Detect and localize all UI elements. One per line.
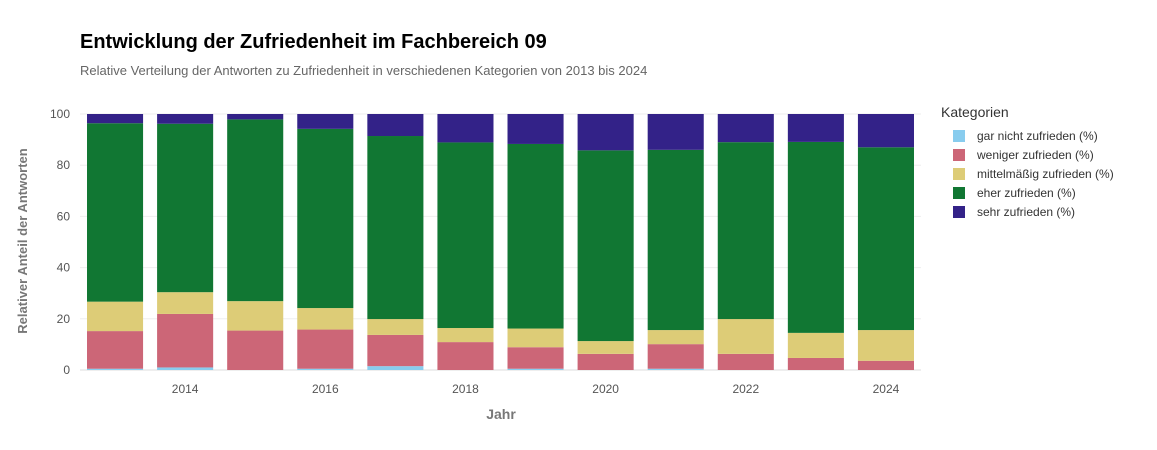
bar-segment[interactable]	[577, 353, 634, 370]
legend-label: gar nicht zufrieden (%)	[977, 128, 1098, 143]
bar-segment[interactable]	[647, 368, 704, 370]
bar-segment[interactable]	[857, 330, 914, 361]
legend-item[interactable]: sehr zufrieden (%)	[941, 202, 1114, 221]
bar-segment[interactable]	[367, 334, 424, 367]
bar-segment[interactable]	[87, 331, 144, 369]
bar-segment[interactable]	[87, 301, 144, 332]
bar-segment[interactable]	[857, 147, 914, 331]
x-tick-label: 2014	[172, 382, 199, 396]
y-tick-label: 20	[57, 312, 71, 326]
bar-segment[interactable]	[787, 114, 844, 142]
x-axis-label: Jahr	[486, 406, 516, 422]
bar-segment[interactable]	[647, 344, 704, 369]
bar-segment[interactable]	[367, 366, 424, 370]
y-tick-label: 40	[57, 261, 71, 275]
bar-segment[interactable]	[157, 313, 214, 368]
bar-segment[interactable]	[717, 114, 774, 143]
axes: 0 20 40 60 80 100 2014 2016 2018 2020 2022 2024	[50, 107, 900, 396]
bar-segment[interactable]	[157, 114, 214, 124]
bar-segment[interactable]	[87, 114, 144, 124]
legend-swatch	[953, 148, 965, 161]
bar-segment[interactable]	[647, 149, 704, 331]
bars	[87, 114, 914, 370]
legend: Kategorien gar nicht zufrieden (%) wenige…	[941, 104, 1114, 221]
x-tick-label: 2020	[592, 382, 619, 396]
bar-segment[interactable]	[297, 128, 354, 309]
bar-segment[interactable]	[367, 319, 424, 335]
bar-segment[interactable]	[717, 319, 774, 354]
legend-title: Kategorien	[941, 104, 1009, 120]
legend-items: gar nicht zufrieden (%) weniger zufrieden…	[941, 126, 1114, 221]
x-tick-label: 2018	[452, 382, 479, 396]
legend-item[interactable]: gar nicht zufrieden (%)	[941, 126, 1114, 145]
bar-segment[interactable]	[857, 360, 914, 370]
bar-segment[interactable]	[367, 114, 424, 137]
chart-title: Entwicklung der Zufriedenheit im Fachber…	[80, 31, 547, 53]
bar-segment[interactable]	[577, 341, 634, 354]
y-axis-label: Relativer Anteil der Antworten	[15, 148, 30, 333]
bar-segment[interactable]	[227, 119, 284, 302]
bar-segment[interactable]	[437, 114, 494, 143]
y-tick-label: 60	[57, 209, 71, 223]
legend-item[interactable]: weniger zufrieden (%)	[941, 145, 1114, 164]
y-tick-label: 0	[63, 363, 70, 377]
bar-segment[interactable]	[857, 114, 914, 148]
bar-segment[interactable]	[507, 114, 564, 144]
bar-segment[interactable]	[227, 114, 284, 120]
bar-segment[interactable]	[297, 329, 354, 369]
legend-swatch	[953, 167, 965, 180]
bar-segment[interactable]	[577, 150, 634, 342]
y-tick-label: 80	[57, 158, 71, 172]
bar-segment[interactable]	[507, 347, 564, 369]
stacked-bar-chart: 0 20 40 60 80 100 2014 2016 2018 2020 2022 2024 Jah…	[15, 107, 921, 422]
legend-label: eher zufrieden (%)	[977, 185, 1076, 200]
legend-swatch	[953, 129, 965, 142]
bar-segment[interactable]	[297, 308, 354, 330]
bar-segment[interactable]	[787, 357, 844, 370]
bar-segment[interactable]	[507, 328, 564, 348]
bar-segment[interactable]	[577, 114, 634, 151]
legend-item[interactable]: eher zufrieden (%)	[941, 183, 1114, 202]
legend-label: mittelmäßig zufrieden (%)	[977, 166, 1114, 181]
bar-segment[interactable]	[297, 114, 354, 129]
legend-item[interactable]: mittelmäßig zufrieden (%)	[941, 164, 1114, 183]
bar-segment[interactable]	[227, 301, 284, 331]
bar-segment[interactable]	[157, 367, 214, 370]
gridlines	[80, 113, 921, 371]
bar-segment[interactable]	[437, 342, 494, 370]
x-tick-label: 2024	[873, 382, 900, 396]
bar-segment[interactable]	[367, 136, 424, 320]
bar-segment[interactable]	[87, 368, 144, 370]
bar-segment[interactable]	[157, 123, 214, 293]
bar-segment[interactable]	[87, 123, 144, 302]
bar-segment[interactable]	[437, 142, 494, 329]
bar-segment[interactable]	[647, 330, 704, 345]
y-tick-label: 100	[50, 107, 70, 121]
bar-segment[interactable]	[157, 292, 214, 314]
bar-segment[interactable]	[787, 332, 844, 358]
legend-label: sehr zufrieden (%)	[977, 204, 1076, 219]
bar-segment[interactable]	[227, 330, 284, 370]
bar-segment[interactable]	[507, 368, 564, 370]
legend-swatch	[953, 205, 965, 218]
bar-segment[interactable]	[717, 353, 774, 370]
chart-subtitle: Relative Verteilung der Antworten zu Zuf…	[80, 63, 648, 78]
legend-swatch	[953, 186, 965, 199]
bar-segment[interactable]	[717, 142, 774, 320]
legend-label: weniger zufrieden (%)	[977, 147, 1094, 162]
bar-segment[interactable]	[297, 368, 354, 370]
bar-segment[interactable]	[647, 114, 704, 150]
bar-segment[interactable]	[437, 328, 494, 343]
x-tick-label: 2022	[732, 382, 759, 396]
bar-segment[interactable]	[507, 143, 564, 329]
x-tick-label: 2016	[312, 382, 339, 396]
bar-segment[interactable]	[787, 141, 844, 333]
